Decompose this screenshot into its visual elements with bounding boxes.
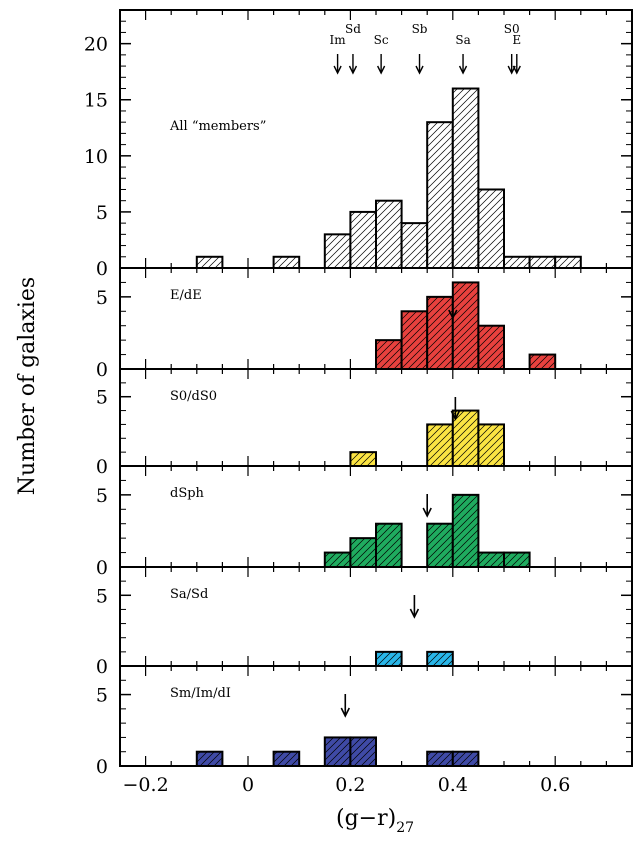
- histogram-bar-outline: [426, 650, 454, 667]
- panel-label: Sa/Sd: [170, 587, 208, 602]
- histogram-bar-outline: [426, 121, 454, 269]
- mean-arrow-icon: [448, 309, 458, 320]
- y-tick-label: 15: [84, 90, 108, 112]
- histogram-bar-outline: [477, 188, 505, 269]
- y-tick-label: 5: [96, 485, 108, 507]
- y-tick-label: 5: [96, 387, 108, 409]
- y-tick-label: 0: [96, 656, 108, 678]
- panel-label: Sm/Im/dI: [170, 686, 231, 701]
- histogram-bar-outline: [451, 281, 480, 370]
- histogram-bar-outline: [400, 310, 429, 370]
- mean-arrow-icon: [409, 608, 420, 619]
- morph-arrow-icon: [458, 65, 468, 75]
- x-axis-title-subscript: 27: [396, 820, 414, 836]
- histogram-bar-outline: [400, 222, 429, 269]
- histogram-bar-outline: [503, 255, 531, 270]
- histogram-bar-outline: [375, 339, 403, 370]
- morph-type-label: S0: [504, 22, 520, 36]
- y-tick-label: 0: [96, 258, 108, 280]
- histogram-bar-outline: [451, 750, 480, 768]
- x-axis-title: (g−r)27: [336, 806, 414, 836]
- mean-arrow-icon: [340, 707, 350, 718]
- panel-2: 0 5 E/dE: [96, 267, 633, 381]
- histogram-bar-outline: [375, 199, 403, 269]
- mean-arrow-icon: [450, 410, 461, 421]
- histogram-bar-outline: [554, 255, 582, 270]
- histogram-bar-outline: [528, 353, 557, 371]
- x-axis: −0.2 0 0.2 0.4 0.6: [123, 774, 571, 796]
- panel-label: E/dE: [170, 288, 202, 303]
- morph-arrow-icon: [348, 65, 358, 75]
- histogram-bar-outline: [451, 493, 480, 569]
- morph-arrow-icon: [512, 65, 521, 75]
- mean-arrow-icon: [422, 507, 432, 518]
- y-tick-label: 0: [96, 456, 108, 478]
- histogram-bar-outline: [477, 551, 505, 568]
- y-tick-label: 10: [84, 146, 108, 168]
- x-tick-label: −0.2: [123, 774, 169, 796]
- y-tick-label: 0: [96, 756, 108, 778]
- histogram-bar-outline: [375, 522, 403, 569]
- y-tick-label: 20: [84, 34, 108, 56]
- histogram-bar-outline: [426, 750, 454, 768]
- morph-arrow-icon: [376, 65, 386, 75]
- histogram-bar-outline: [195, 255, 224, 270]
- histogram-bar-outline: [349, 451, 377, 467]
- x-axis-title-main: (g−r): [336, 806, 396, 831]
- morph-type-label: Sc: [374, 33, 389, 47]
- panel-3: 0 5 S0/dS0: [96, 368, 633, 478]
- y-tick-label: 5: [96, 685, 108, 707]
- morph-type-label: Sb: [412, 22, 428, 36]
- histogram-bar-outline: [323, 233, 352, 269]
- panel-label: dSph: [170, 486, 205, 501]
- morph-type-label: Im: [330, 33, 347, 47]
- y-tick-label: 5: [96, 585, 108, 607]
- histogram-bar-outline: [426, 423, 454, 467]
- panel-label: All “members”: [169, 119, 266, 134]
- histogram-bar-outline: [451, 87, 480, 269]
- y-tick-label: 0: [96, 359, 108, 381]
- morph-type-label: Sa: [455, 33, 470, 47]
- morph-arrow-icon: [415, 65, 424, 75]
- morph-arrow-icon: [333, 65, 342, 75]
- histogram-bar-outline: [272, 750, 301, 768]
- panel-label: S0/dS0: [170, 389, 217, 404]
- histogram-bar-outline: [451, 409, 480, 468]
- histogram-bar-outline: [323, 736, 352, 768]
- histogram-bar-outline: [375, 650, 403, 667]
- histogram-bar-outline: [426, 522, 454, 569]
- morph-type-label: Sd: [345, 22, 361, 36]
- panel-6: 0 5 Sm/Im/dI: [96, 665, 633, 778]
- histogram-bar-outline: [349, 736, 377, 768]
- panel-5: 0 5 Sa/Sd: [96, 566, 633, 678]
- x-tick-label: 0.4: [438, 774, 468, 796]
- y-tick-label: 0: [96, 557, 108, 579]
- x-tick-label: 0.2: [335, 774, 365, 796]
- x-tick-label: 0.6: [540, 774, 570, 796]
- histogram-bar-outline: [528, 255, 557, 270]
- histogram-bar-outline: [349, 537, 377, 569]
- x-tick-label: 0: [242, 774, 254, 796]
- y-axis-title: Number of galaxies: [15, 277, 40, 495]
- histogram-bar-outline: [195, 750, 224, 768]
- histogram-bar-outline: [477, 423, 505, 467]
- panel-4: 0 5 dSph: [96, 465, 633, 579]
- y-tick-label: 5: [96, 202, 108, 224]
- y-tick-label: 5: [96, 287, 108, 309]
- histogram-bar-outline: [323, 551, 352, 568]
- histogram-bar-outline: [272, 255, 301, 270]
- histogram-bar-outline: [503, 551, 531, 568]
- histogram-bar-outline: [477, 324, 505, 371]
- morph-type-label: E: [512, 33, 521, 47]
- histogram-bar-outline: [426, 295, 454, 371]
- histogram-bar-outline: [349, 210, 377, 269]
